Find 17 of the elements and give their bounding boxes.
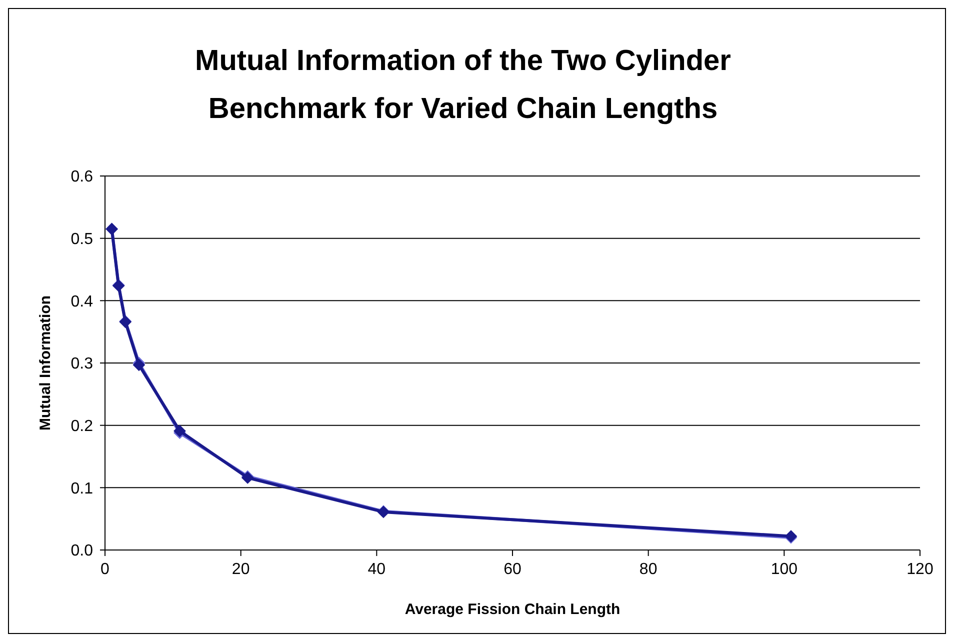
y-tick-label: 0.4 bbox=[70, 293, 94, 310]
chart-title: Mutual Information of the Two Cylinder Benchmark for Varied Chain Lengths bbox=[195, 45, 731, 125]
x-tick-label: 40 bbox=[368, 561, 386, 578]
x-tick-label: 60 bbox=[504, 561, 522, 578]
y-tick-label: 0.0 bbox=[70, 542, 94, 560]
x-axis-title: Average Fission Chain Length bbox=[404, 601, 620, 618]
x-tick-label: 0 bbox=[100, 561, 110, 578]
x-tick-label: 120 bbox=[906, 561, 934, 578]
y-tick-label: 0.3 bbox=[70, 356, 94, 373]
y-tick-label: 0.6 bbox=[70, 168, 94, 186]
x-tick-label: 80 bbox=[639, 561, 658, 578]
x-tick-label: 100 bbox=[770, 561, 798, 578]
y-tick-label: 0.2 bbox=[70, 418, 94, 435]
x-tick-label: 20 bbox=[232, 561, 250, 578]
y-tick-label: 0.1 bbox=[70, 480, 94, 498]
y-tick-label: 0.5 bbox=[70, 230, 94, 248]
y-axis-title: Mutual Information bbox=[37, 296, 54, 430]
